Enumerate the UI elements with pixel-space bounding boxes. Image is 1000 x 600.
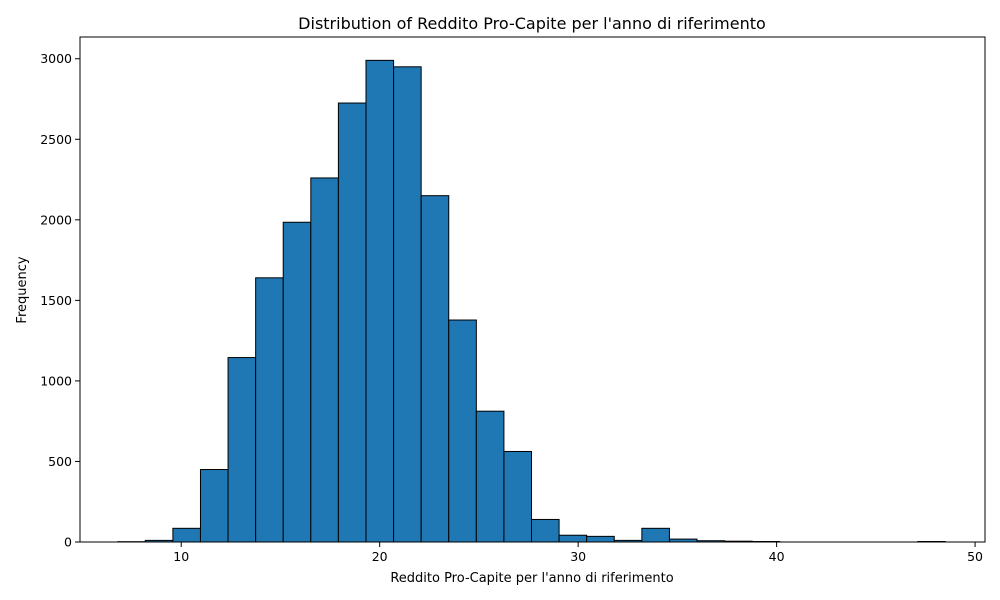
histogram-bar	[586, 535, 615, 543]
x-axis-ticks: 10 20 30 40 50	[173, 542, 983, 564]
histogram-bar	[393, 66, 422, 543]
x-tick-label: 50	[967, 549, 983, 564]
y-tick-label: 1000	[40, 373, 72, 388]
histogram-bar	[172, 527, 201, 543]
x-tick-label: 30	[570, 549, 586, 564]
histogram-bar	[310, 177, 339, 543]
x-tick-label: 20	[372, 549, 388, 564]
histogram-bar	[365, 59, 395, 543]
histogram-bar	[531, 518, 560, 543]
histogram-bar	[475, 410, 505, 543]
x-tick-label: 40	[769, 549, 785, 564]
histogram-bar	[282, 221, 312, 543]
histogram-bar	[255, 277, 284, 543]
y-axis-ticks: 0 500 1000 1500 2000 2500 3000	[40, 51, 80, 550]
y-tick-label: 500	[48, 454, 72, 469]
plot-frame	[79, 36, 986, 543]
histogram-bar	[337, 102, 367, 543]
histogram-bar	[503, 450, 533, 543]
histogram-bar	[641, 527, 670, 543]
bars-group	[117, 59, 946, 543]
histogram-bar	[420, 195, 450, 543]
y-tick-label: 1500	[40, 293, 72, 308]
chart-title: Distribution of Reddito Pro-Capite per l…	[298, 14, 766, 33]
histogram-bar	[558, 534, 588, 543]
y-tick-label: 3000	[40, 51, 72, 66]
x-tick-label: 10	[173, 549, 189, 564]
y-axis-label: Frequency	[15, 256, 30, 323]
y-tick-label: 0	[64, 535, 72, 550]
y-tick-label: 2000	[40, 212, 72, 227]
histogram-bar	[227, 357, 257, 543]
histogram-bar	[448, 319, 477, 543]
y-tick-label: 2500	[40, 132, 72, 147]
x-axis-label: Reddito Pro-Capite per l'anno di riferim…	[390, 571, 673, 586]
histogram-bar	[199, 469, 229, 543]
